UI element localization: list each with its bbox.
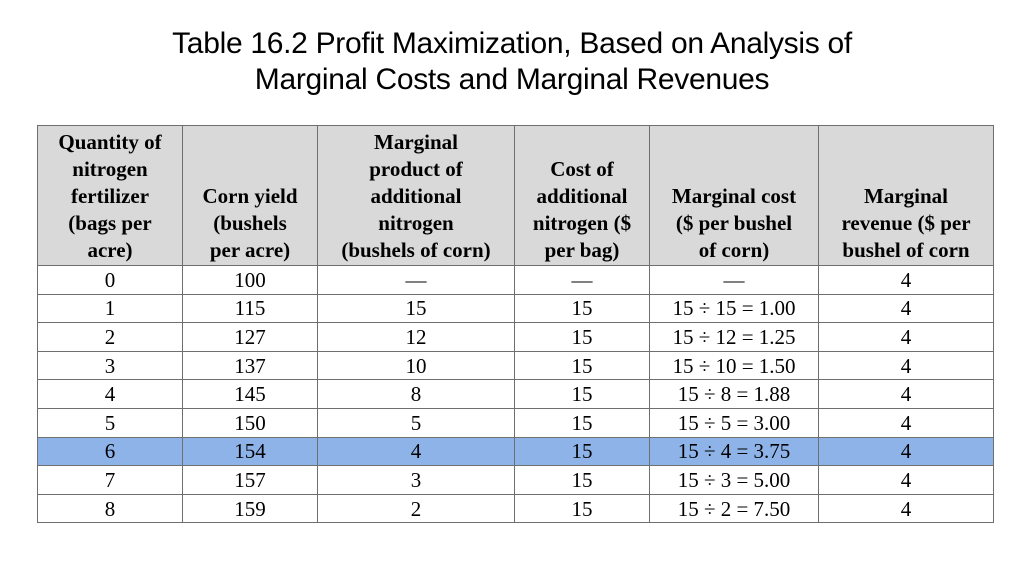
cell-quantity: 6 <box>37 436 183 467</box>
cell-quantity: 7 <box>37 465 183 495</box>
cell-quantity: 4 <box>37 379 183 409</box>
cell-quantity: 3 <box>37 350 183 381</box>
cell-cost: 15 <box>514 465 650 495</box>
cell-cost: 15 <box>514 293 650 324</box>
cell-marginal-product: 10 <box>317 350 515 381</box>
cell-cost: 15 <box>514 407 650 438</box>
cell-cost: 15 <box>514 350 650 381</box>
cell-corn-yield: 137 <box>182 350 318 381</box>
cell-marginal-cost: 15 ÷ 5 = 3.00 <box>649 407 819 438</box>
cell-corn-yield: 145 <box>182 379 318 409</box>
cell-marginal-product: 2 <box>317 493 515 524</box>
cell-marginal-product: 15 <box>317 293 515 324</box>
header-marginal-revenue: Marginal revenue ($ per bushel of corn <box>818 125 994 266</box>
cell-marginal-cost: 15 ÷ 4 = 3.75 <box>649 436 819 467</box>
cell-marginal-revenue: 4 <box>818 379 994 409</box>
table-row: 8 159 2 15 15 ÷ 2 = 7.50 4 <box>37 493 994 524</box>
cell-cost: 15 <box>514 379 650 409</box>
cell-marginal-cost: 15 ÷ 8 = 1.88 <box>649 379 819 409</box>
cell-quantity: 0 <box>37 265 183 295</box>
cell-marginal-revenue: 4 <box>818 493 994 524</box>
cell-corn-yield: 157 <box>182 465 318 495</box>
cell-marginal-revenue: 4 <box>818 350 994 381</box>
cell-marginal-revenue: 4 <box>818 436 994 467</box>
cell-marginal-cost: 15 ÷ 2 = 7.50 <box>649 493 819 524</box>
cell-corn-yield: 150 <box>182 407 318 438</box>
cell-marginal-product: 12 <box>317 322 515 352</box>
slide-title-line-2: Marginal Costs and Marginal Revenues <box>254 63 770 96</box>
cell-quantity: 8 <box>37 493 183 524</box>
header-row: Quantity of nitrogen fertilizer (bags pe… <box>37 125 994 266</box>
table-row: 2 127 12 15 15 ÷ 12 = 1.25 4 <box>37 322 994 352</box>
table-row: 5 150 5 15 15 ÷ 5 = 3.00 4 <box>37 407 994 438</box>
cell-corn-yield: 127 <box>182 322 318 352</box>
table-row: 4 145 8 15 15 ÷ 8 = 1.88 4 <box>37 379 994 409</box>
cell-marginal-revenue: 4 <box>818 265 994 295</box>
cell-quantity: 1 <box>37 293 183 324</box>
cell-quantity: 5 <box>37 407 183 438</box>
slide-title: Table 16.2 Profit Maximization, Based on… <box>0 26 1024 98</box>
header-quantity-of-nitrogen: Quantity of nitrogen fertilizer (bags pe… <box>37 125 183 266</box>
cell-marginal-product: — <box>317 265 515 295</box>
header-cost-of-nitrogen: Cost of additional nitrogen ($ per bag) <box>514 125 650 266</box>
cell-marginal-product: 3 <box>317 465 515 495</box>
cell-marginal-product: 8 <box>317 379 515 409</box>
cell-corn-yield: 159 <box>182 493 318 524</box>
cell-cost: — <box>514 265 650 295</box>
cell-marginal-revenue: 4 <box>818 465 994 495</box>
cell-cost: 15 <box>514 436 650 467</box>
cell-cost: 15 <box>514 493 650 524</box>
cell-marginal-cost: 15 ÷ 15 = 1.00 <box>649 293 819 324</box>
table-row: 0 100— — —4 <box>37 265 994 295</box>
cell-marginal-product: 4 <box>317 436 515 467</box>
table-body: 0 100— — —4 1 115 15 15 15 ÷ 15 = 1.00 4 2 127 12 15 1… <box>37 265 994 524</box>
header-marginal-cost: Marginal cost ($ per bushel of corn) <box>649 125 819 266</box>
table-row: 6 154 4 15 15 ÷ 4 = 3.75 4 <box>37 436 994 467</box>
cell-marginal-cost: 15 ÷ 10 = 1.50 <box>649 350 819 381</box>
cell-quantity: 2 <box>37 322 183 352</box>
slide-title-line-1: Table 16.2 Profit Maximization, Based on… <box>172 27 852 60</box>
profit-maximization-table: Quantity of nitrogen fertilizer (bags pe… <box>37 125 994 524</box>
cell-marginal-revenue: 4 <box>818 322 994 352</box>
cell-marginal-revenue: 4 <box>818 407 994 438</box>
cell-cost: 15 <box>514 322 650 352</box>
header-marginal-product: Marginal product of additional nitrogen … <box>317 125 515 266</box>
cell-corn-yield: 115 <box>182 293 318 324</box>
cell-marginal-cost: — <box>649 265 819 295</box>
cell-corn-yield: 100 <box>182 265 318 295</box>
table-row: 7 157 3 15 15 ÷ 3 = 5.00 4 <box>37 465 994 495</box>
table-row: 3 137 10 15 15 ÷ 10 = 1.50 4 <box>37 350 994 381</box>
cell-corn-yield: 154 <box>182 436 318 467</box>
cell-marginal-product: 5 <box>317 407 515 438</box>
cell-marginal-revenue: 4 <box>818 293 994 324</box>
cell-marginal-cost: 15 ÷ 12 = 1.25 <box>649 322 819 352</box>
header-corn-yield: Corn yield (bushels per acre) <box>182 125 318 266</box>
cell-marginal-cost: 15 ÷ 3 = 5.00 <box>649 465 819 495</box>
table-row: 1 115 15 15 15 ÷ 15 = 1.00 4 <box>37 293 994 324</box>
